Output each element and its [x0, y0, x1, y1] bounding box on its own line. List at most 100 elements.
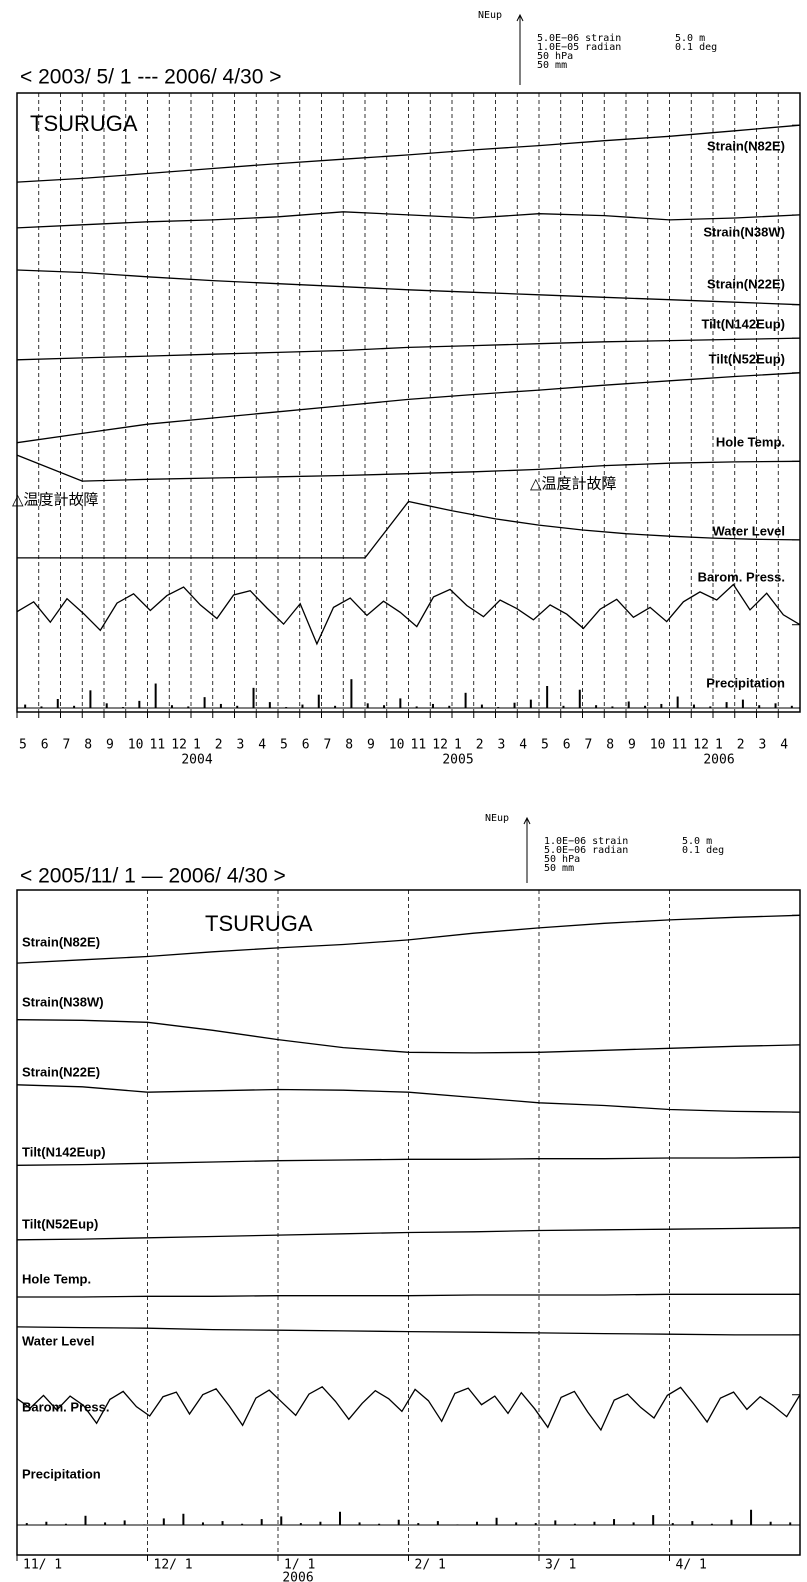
- x-tick-label: 3/ 1: [545, 1558, 576, 1573]
- x-tick-label: 3: [237, 738, 245, 753]
- x-tick-label: 1: [193, 738, 201, 753]
- station-name: TSURUGA: [205, 911, 313, 936]
- legend-label: NEup: [485, 813, 509, 824]
- x-tick-label: 10: [389, 738, 405, 753]
- x-tick-label: 1: [454, 738, 462, 753]
- x-tick-label: 11/ 1: [23, 1558, 62, 1573]
- trace-line: [16, 914, 801, 964]
- legend-item: 5.0E−06 radian: [544, 845, 628, 856]
- x-tick-label: 12: [693, 738, 709, 753]
- series-label: Tilt(N142Eup): [22, 1144, 106, 1159]
- x-tick-label: 6: [41, 738, 49, 753]
- legend-item: 1.0E−05 radian: [537, 42, 621, 53]
- trace-line: [16, 1019, 801, 1054]
- year-label: 2006: [703, 753, 734, 768]
- x-tick-label: 5: [541, 738, 549, 753]
- series-label: Barom. Press.: [698, 569, 785, 584]
- x-tick-label: 11: [672, 738, 688, 753]
- legend-item: 50 hPa: [544, 854, 580, 865]
- trace-line: [17, 500, 801, 559]
- x-tick-label: 11: [411, 738, 427, 753]
- series-label: Strain(N22E): [22, 1064, 100, 1079]
- trace-line: [16, 372, 801, 444]
- legend-item: 50 mm: [544, 863, 574, 874]
- trace-line: [16, 1227, 801, 1241]
- legend-item: 0.1 deg: [675, 42, 717, 53]
- x-tick-label: 7: [63, 738, 71, 753]
- trace-line: [16, 124, 801, 183]
- series-label: Strain(N22E): [707, 276, 785, 291]
- x-tick-label: 12/ 1: [154, 1558, 193, 1573]
- x-tick-label: 1: [715, 738, 723, 753]
- x-tick-label: 10: [650, 738, 666, 753]
- series-label: Barom. Press.: [22, 1399, 109, 1414]
- x-tick-label: 3: [498, 738, 506, 753]
- series-label: Strain(N38W): [703, 224, 785, 239]
- x-tick-label: 3: [759, 738, 767, 753]
- series-label: Strain(N82E): [707, 138, 785, 153]
- x-tick-label: 1/ 1: [284, 1558, 315, 1573]
- series-label: Strain(N38W): [22, 994, 104, 1009]
- year-label: 2006: [282, 1571, 313, 1582]
- trace-line: [16, 1385, 801, 1432]
- legend-item: 0.1 deg: [682, 845, 724, 856]
- x-tick-label: 9: [628, 738, 636, 753]
- trace-line: [16, 269, 801, 306]
- station-name: TSURUGA: [30, 111, 138, 136]
- series-label: Tilt(N52Eup): [709, 351, 785, 366]
- series-label: Precipitation: [22, 1466, 101, 1481]
- year-label: 2004: [181, 753, 212, 768]
- legend-arrowhead: [523, 816, 531, 825]
- x-tick-label: 4: [780, 738, 788, 753]
- x-tick-label: 2: [737, 738, 745, 753]
- series-label: Water Level: [713, 523, 786, 538]
- trace-line: [17, 1293, 800, 1298]
- x-tick-label: 5: [280, 738, 288, 753]
- x-tick-label: 2: [476, 738, 484, 753]
- x-tick-label: 12: [432, 738, 448, 753]
- x-tick-label: 2/ 1: [415, 1558, 446, 1573]
- chart-title: < 2005/11/ 1 — 2006/ 4/30 >: [20, 865, 286, 888]
- legend-label: NEup: [478, 10, 502, 21]
- x-tick-label: 12: [171, 738, 187, 753]
- series-label: Tilt(N52Eup): [22, 1216, 98, 1231]
- x-tick-label: 6: [302, 738, 310, 753]
- x-tick-label: 4/ 1: [676, 1558, 707, 1573]
- trace-line: [16, 1326, 800, 1336]
- legend-item: 5.0 m: [682, 836, 712, 847]
- series-label: Tilt(N142Eup): [701, 316, 785, 331]
- trace-line: [16, 337, 801, 361]
- x-tick-label: 9: [106, 738, 114, 753]
- x-tick-label: 10: [128, 738, 144, 753]
- x-tick-label: 8: [606, 738, 614, 753]
- x-tick-label: 9: [367, 738, 375, 753]
- trace-line: [16, 454, 801, 482]
- x-tick-label: 6: [563, 738, 571, 753]
- trace-line: [16, 1156, 801, 1166]
- annotation: △温度計故障: [530, 475, 617, 493]
- annotation: △温度計故障: [12, 491, 99, 509]
- x-tick-label: 7: [585, 738, 593, 753]
- legend-item: 5.0E−06 strain: [537, 33, 621, 44]
- chart-title: < 2003/ 5/ 1 --- 2006/ 4/30 >: [20, 66, 282, 89]
- trace-line: [16, 211, 801, 229]
- series-label: Hole Temp.: [22, 1271, 91, 1286]
- legend-item: 50 mm: [537, 60, 567, 71]
- x-tick-label: 8: [345, 738, 353, 753]
- trace-line: [16, 583, 801, 646]
- x-tick-label: 5: [19, 738, 27, 753]
- x-tick-label: 7: [324, 738, 332, 753]
- series-label: Hole Temp.: [716, 434, 785, 449]
- legend-item: 1.0E−06 strain: [544, 836, 628, 847]
- x-tick-label: 8: [84, 738, 92, 753]
- trace-line: [16, 1084, 801, 1113]
- x-tick-label: 2: [215, 738, 223, 753]
- x-tick-label: 11: [150, 738, 166, 753]
- legend-item: 50 hPa: [537, 51, 573, 62]
- series-label: Precipitation: [706, 675, 785, 690]
- x-tick-label: 4: [519, 738, 527, 753]
- series-label: Strain(N82E): [22, 934, 100, 949]
- series-label: Water Level: [22, 1333, 95, 1348]
